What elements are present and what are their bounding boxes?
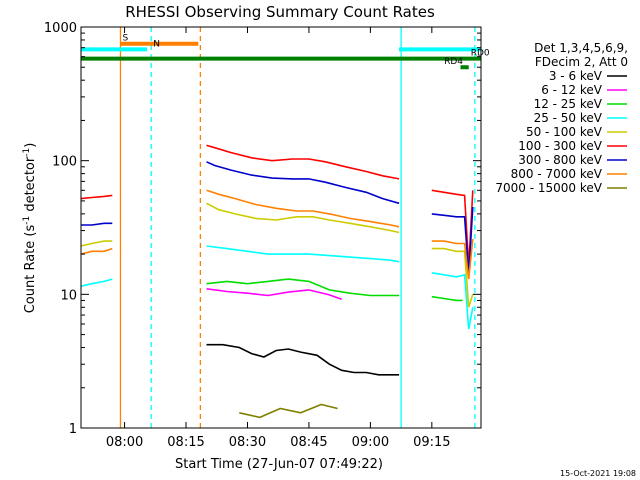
x-tick-label: 08:45 [290, 435, 327, 450]
legend-entry-label: 6 - 12 keV [541, 83, 603, 97]
series-line-2 [206, 278, 400, 297]
series-line-7 [81, 247, 113, 255]
x-tick-label: 08:00 [106, 435, 143, 450]
series-line-4 [431, 247, 474, 308]
y-tick-label: 10 [60, 288, 77, 303]
series-line-4 [81, 240, 113, 247]
series-line-7 [206, 189, 400, 228]
legend-entry-label: 7000 - 15000 keV [495, 181, 602, 195]
y-tick-label: 100 [52, 155, 77, 170]
state-bar-label: N [153, 39, 160, 49]
series-line-0 [206, 343, 400, 376]
series-line-5 [206, 144, 400, 180]
plot-frame [80, 26, 482, 429]
series-line-7 [431, 238, 474, 280]
y-axis: 1 10 100 1000 [44, 21, 481, 437]
x-axis-label: Start Time (27-Jun-07 07:49:22) [175, 457, 383, 472]
series-line-6 [431, 206, 474, 275]
series-line-8 [239, 403, 338, 419]
series-line-1 [206, 288, 342, 300]
legend-entry-label: 300 - 800 keV [518, 153, 602, 167]
y-axis-label-part: detector [23, 156, 38, 216]
x-tick-label: 09:15 [413, 435, 450, 450]
series-line-6 [206, 161, 400, 205]
legend-entry-label: 800 - 7000 keV [511, 167, 603, 181]
legend-entry-label: 50 - 100 keV [526, 125, 603, 139]
x-axis: 08:00 08:15 08:30 08:45 09:00 09:15 [106, 27, 451, 450]
x-tick-label: 08:15 [167, 435, 204, 450]
data-layer [81, 27, 481, 428]
legend-title-line: Det 1,3,4,5,6,9, [534, 41, 628, 55]
legend-title-line: FDecim 2, Att 0 [535, 55, 628, 69]
y-axis-label-sup: -1 [22, 148, 32, 157]
y-axis-label: Count Rate (s-1 detector-1) [22, 143, 38, 314]
y-tick-label: 1 [69, 422, 77, 437]
series-line-4 [206, 202, 400, 234]
series-line-3 [431, 272, 474, 330]
legend-entry-label: 3 - 6 keV [549, 69, 603, 83]
series-line-3 [206, 245, 400, 263]
legend-entry-label: 25 - 50 keV [534, 111, 603, 125]
legend: Det 1,3,4,5,6,9,FDecim 2, Att 03 - 6 keV… [495, 41, 628, 195]
x-tick-label: 09:00 [352, 435, 389, 450]
chart-title: RHESSI Observing Summary Count Rates [125, 3, 435, 21]
y-tick-label: 1000 [44, 21, 77, 36]
y-axis-label-part: Count Rate (s [23, 225, 38, 314]
state-bar-label: RD4 [444, 57, 463, 67]
series-line-3 [81, 278, 113, 287]
state-bar-label: S [123, 34, 129, 44]
legend-entry-label: 12 - 25 keV [534, 97, 603, 111]
y-axis-label-part: ) [23, 143, 38, 148]
x-tick-label: 08:30 [229, 435, 266, 450]
y-axis-label-sup: -1 [22, 216, 32, 225]
legend-entry-label: 100 - 300 keV [518, 139, 602, 153]
series-line-6 [81, 222, 113, 226]
series-line-5 [81, 194, 113, 200]
state-bar-label: RD0 [471, 49, 490, 59]
footer-stamp: 15-Oct-2021 19:08 [560, 469, 636, 478]
series-line-2 [431, 295, 463, 302]
